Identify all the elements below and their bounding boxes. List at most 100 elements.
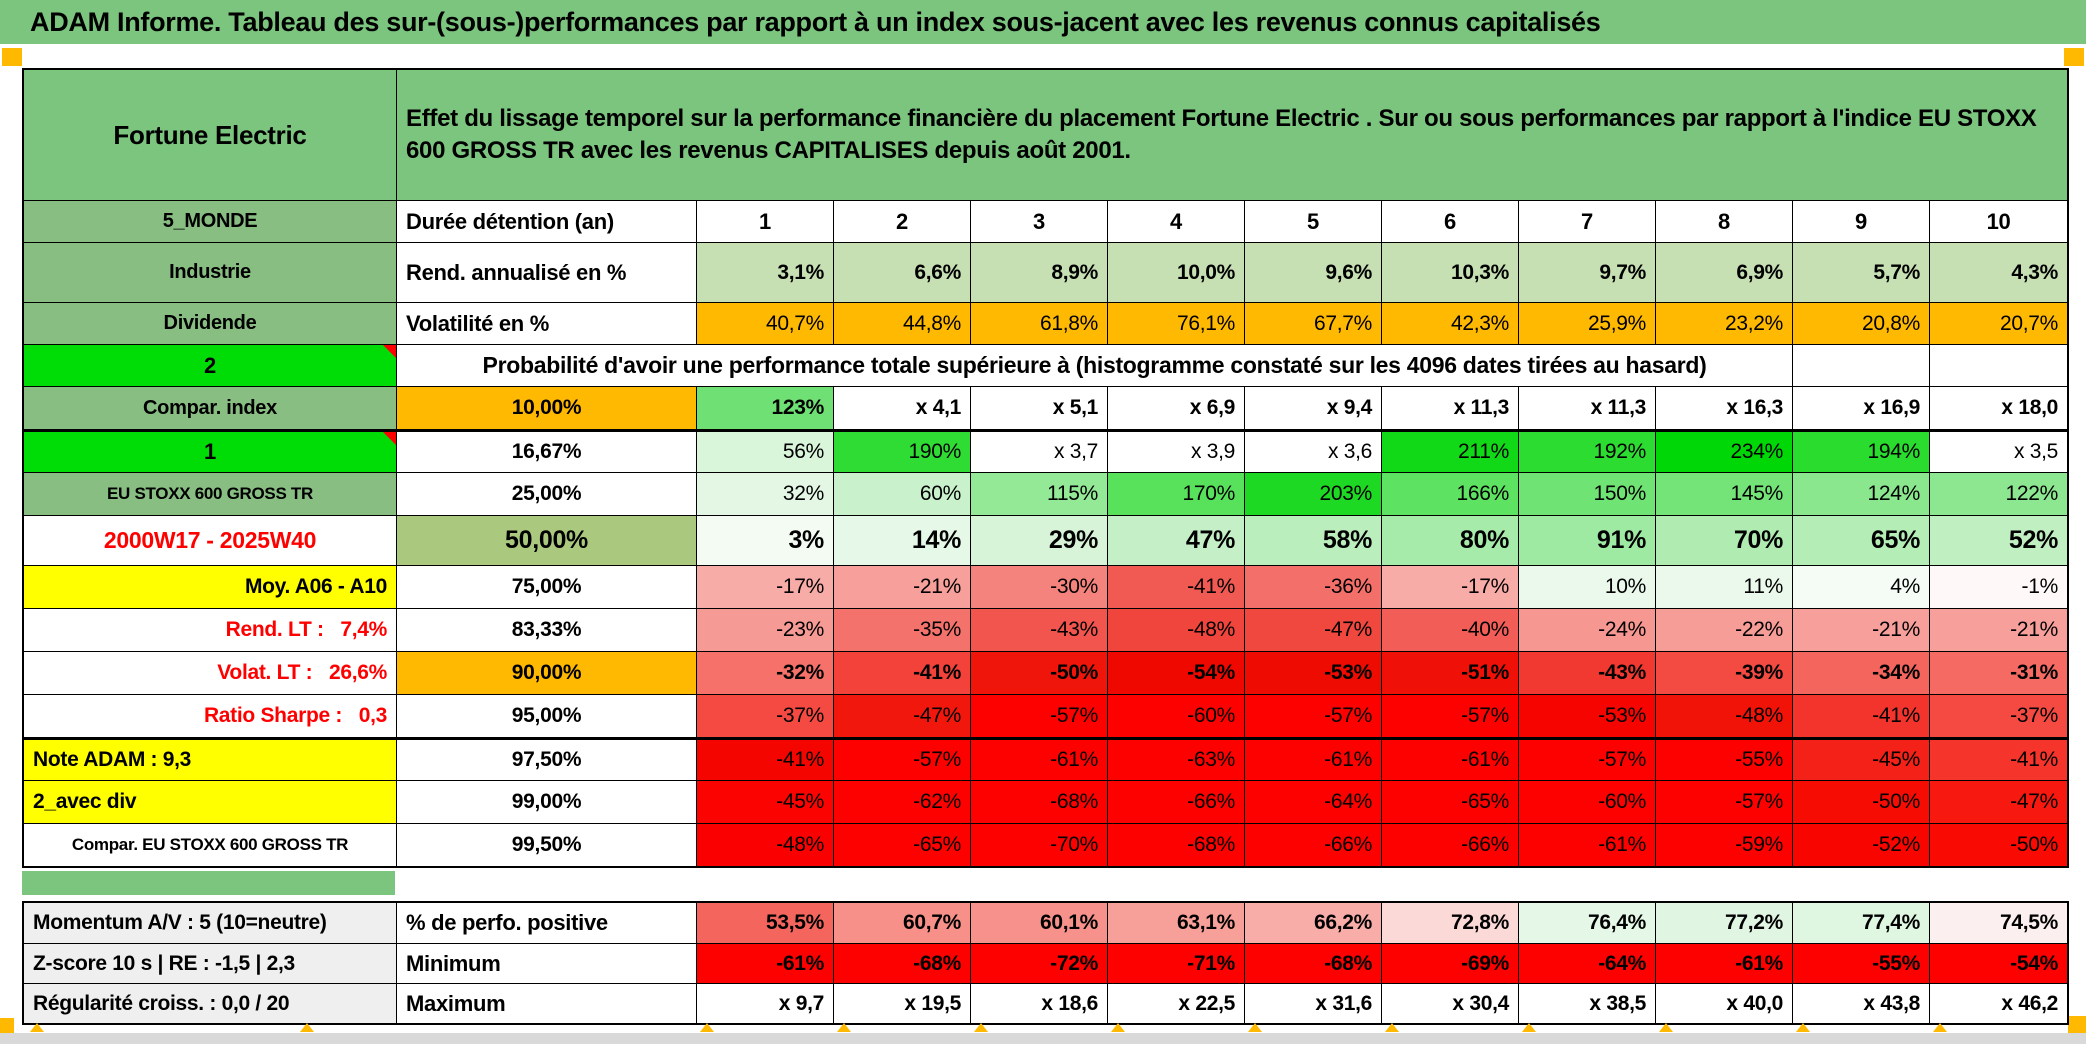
data-cell[interactable]: -64% xyxy=(1245,780,1382,823)
metric-cell[interactable]: 90,00% xyxy=(397,651,697,694)
data-cell[interactable]: 60,7% xyxy=(834,903,971,943)
data-cell[interactable]: 123% xyxy=(697,386,834,429)
data-cell[interactable]: -47% xyxy=(834,694,971,737)
data-cell[interactable]: 61,8% xyxy=(971,302,1108,344)
data-cell[interactable]: -68% xyxy=(834,943,971,983)
data-cell[interactable]: 234% xyxy=(1656,429,1793,472)
metric-cell[interactable]: 83,33% xyxy=(397,608,697,651)
data-cell[interactable]: -61% xyxy=(1245,737,1382,780)
row-label-cell[interactable]: Moy. A06 - A10 xyxy=(24,565,397,608)
data-cell[interactable]: 53,5% xyxy=(697,903,834,943)
row-label-cell[interactable]: Compar. index xyxy=(24,386,397,429)
data-cell[interactable]: 170% xyxy=(1108,472,1245,515)
data-cell[interactable]: x 31,6 xyxy=(1245,983,1382,1023)
data-cell[interactable]: -24% xyxy=(1519,608,1656,651)
data-cell[interactable]: 14% xyxy=(834,515,971,565)
data-cell[interactable]: -40% xyxy=(1382,608,1519,651)
green-spacer-row[interactable] xyxy=(22,871,395,895)
data-cell[interactable]: 23,2% xyxy=(1656,302,1793,344)
data-cell[interactable]: 3,1% xyxy=(697,242,834,302)
data-cell[interactable]: -41% xyxy=(834,651,971,694)
metric-cell[interactable]: Rend. annualisé en % xyxy=(397,242,697,302)
data-cell[interactable]: x 38,5 xyxy=(1519,983,1656,1023)
data-cell[interactable]: -43% xyxy=(971,608,1108,651)
column-header-cell[interactable]: 8 xyxy=(1656,200,1793,242)
data-cell[interactable]: -1% xyxy=(1930,565,2067,608)
data-cell[interactable]: 47% xyxy=(1108,515,1245,565)
data-cell[interactable]: -71% xyxy=(1108,943,1245,983)
data-cell[interactable]: -57% xyxy=(1656,780,1793,823)
data-cell[interactable]: -48% xyxy=(1108,608,1245,651)
column-header-cell[interactable]: 3 xyxy=(971,200,1108,242)
metric-cell[interactable]: Minimum xyxy=(397,943,697,983)
row-label-cell[interactable]: Momentum A/V : 5 (10=neutre) xyxy=(24,903,397,943)
metric-cell[interactable]: 25,00% xyxy=(397,472,697,515)
data-cell[interactable]: 122% xyxy=(1930,472,2067,515)
data-cell[interactable]: 74,5% xyxy=(1930,903,2067,943)
data-cell[interactable]: x 11,3 xyxy=(1382,386,1519,429)
metric-cell[interactable]: 99,50% xyxy=(397,823,697,866)
data-cell[interactable]: -37% xyxy=(697,694,834,737)
data-cell[interactable]: -54% xyxy=(1930,943,2067,983)
column-header-cell[interactable]: 7 xyxy=(1519,200,1656,242)
data-cell[interactable]: x 19,5 xyxy=(834,983,971,1023)
data-cell[interactable]: -17% xyxy=(1382,565,1519,608)
data-cell[interactable]: 44,8% xyxy=(834,302,971,344)
row-label-cell[interactable]: Volat. LT : 26,6% xyxy=(24,651,397,694)
data-cell[interactable]: 10,3% xyxy=(1382,242,1519,302)
row-label-cell[interactable]: 1 xyxy=(24,429,397,472)
data-cell[interactable]: 32% xyxy=(697,472,834,515)
row-label-cell[interactable]: Rend. LT : 7,4% xyxy=(24,608,397,651)
data-cell[interactable]: -32% xyxy=(697,651,834,694)
empty-cell[interactable] xyxy=(1930,344,2067,386)
data-cell[interactable]: -68% xyxy=(1245,943,1382,983)
data-cell[interactable]: 3% xyxy=(697,515,834,565)
data-cell[interactable]: 65% xyxy=(1793,515,1930,565)
data-cell[interactable]: -47% xyxy=(1245,608,1382,651)
data-cell[interactable]: -61% xyxy=(1382,737,1519,780)
data-cell[interactable]: 211% xyxy=(1382,429,1519,472)
data-cell[interactable]: -50% xyxy=(1930,823,2067,866)
row-label-cell[interactable]: Note ADAM : 9,3 xyxy=(24,737,397,780)
metric-cell[interactable]: Maximum xyxy=(397,983,697,1023)
data-cell[interactable]: x 11,3 xyxy=(1519,386,1656,429)
data-cell[interactable]: 29% xyxy=(971,515,1108,565)
data-cell[interactable]: 6,9% xyxy=(1656,242,1793,302)
metric-cell[interactable]: 95,00% xyxy=(397,694,697,737)
data-cell[interactable]: -48% xyxy=(1656,694,1793,737)
data-cell[interactable]: 124% xyxy=(1793,472,1930,515)
metric-cell[interactable]: 99,00% xyxy=(397,780,697,823)
data-cell[interactable]: 11% xyxy=(1656,565,1793,608)
column-header-cell[interactable]: 6 xyxy=(1382,200,1519,242)
column-header-cell[interactable]: 10 xyxy=(1930,200,2067,242)
company-name-cell[interactable]: Fortune Electric xyxy=(24,70,397,200)
row-label-cell[interactable]: Z-score 10 s | RE : -1,5 | 2,3 xyxy=(24,943,397,983)
data-cell[interactable]: x 16,3 xyxy=(1656,386,1793,429)
data-cell[interactable]: 25,9% xyxy=(1519,302,1656,344)
data-cell[interactable]: x 9,7 xyxy=(697,983,834,1023)
data-cell[interactable]: -39% xyxy=(1656,651,1793,694)
column-header-cell[interactable]: 1 xyxy=(697,200,834,242)
data-cell[interactable]: x 4,1 xyxy=(834,386,971,429)
data-cell[interactable]: x 16,9 xyxy=(1793,386,1930,429)
metric-cell[interactable]: 50,00% xyxy=(397,515,697,565)
data-cell[interactable]: -65% xyxy=(1382,780,1519,823)
data-cell[interactable]: -35% xyxy=(834,608,971,651)
data-cell[interactable]: -41% xyxy=(1793,694,1930,737)
data-cell[interactable]: x 3,9 xyxy=(1108,429,1245,472)
data-cell[interactable]: 20,7% xyxy=(1930,302,2067,344)
row-label-cell[interactable]: 2000W17 - 2025W40 xyxy=(24,515,397,565)
data-cell[interactable]: -61% xyxy=(1656,943,1793,983)
data-cell[interactable]: 8,9% xyxy=(971,242,1108,302)
data-cell[interactable]: -61% xyxy=(1519,823,1656,866)
row-label-cell[interactable]: 5_MONDE xyxy=(24,200,397,242)
data-cell[interactable]: 60,1% xyxy=(971,903,1108,943)
data-cell[interactable]: x 18,0 xyxy=(1930,386,2067,429)
row-label-cell[interactable]: Compar. EU STOXX 600 GROSS TR xyxy=(24,823,397,866)
data-cell[interactable]: 72,8% xyxy=(1382,903,1519,943)
probability-note-cell[interactable]: Probabilité d'avoir une performance tota… xyxy=(397,344,1793,386)
data-cell[interactable]: 52% xyxy=(1930,515,2067,565)
data-cell[interactable]: -53% xyxy=(1245,651,1382,694)
metric-cell[interactable]: Volatilité en % xyxy=(397,302,697,344)
description-cell[interactable]: Effet du lissage temporel sur la perform… xyxy=(397,70,2067,200)
